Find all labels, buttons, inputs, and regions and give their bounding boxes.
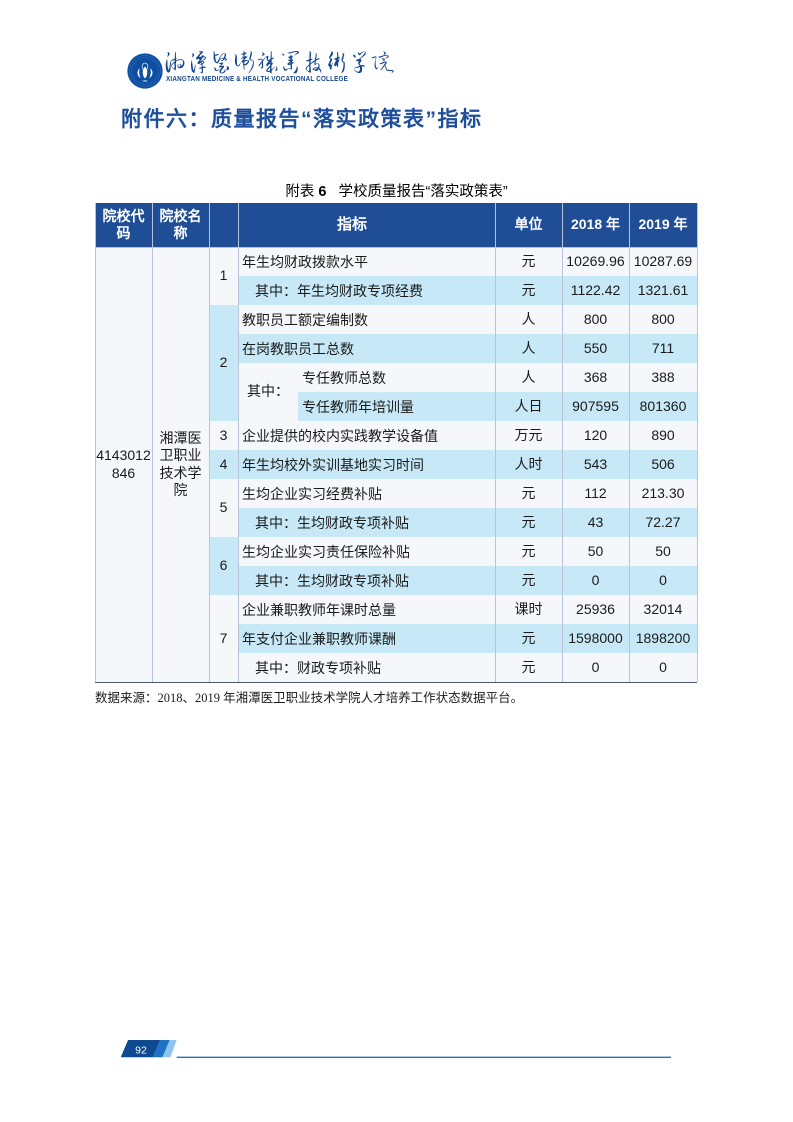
svg-text:1951: 1951 — [142, 81, 148, 83]
svg-text:92: 92 — [135, 1045, 147, 1057]
